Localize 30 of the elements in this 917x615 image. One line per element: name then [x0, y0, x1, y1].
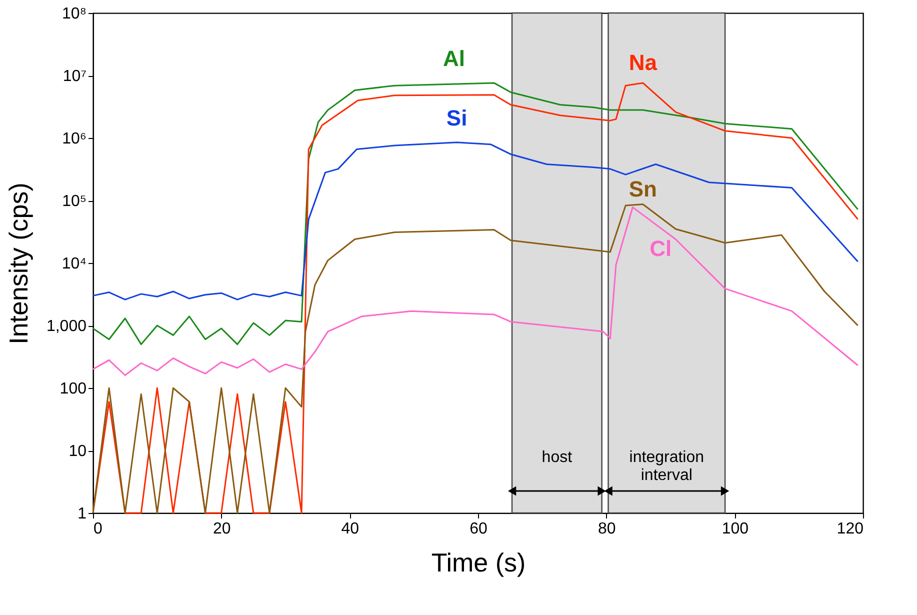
line-series	[92, 206, 859, 376]
x-tick-label: 0	[94, 520, 102, 538]
band-label: host	[542, 449, 573, 466]
y-tick-label: 10⁸	[62, 6, 86, 22]
x-tick-label: 20	[212, 520, 231, 538]
x-axis-title: Time (s)	[431, 548, 526, 578]
line-series	[92, 204, 859, 514]
series-label: Na	[628, 50, 658, 75]
line-series	[92, 82, 859, 346]
x-tick-label: 100	[722, 520, 749, 538]
y-tick-label: 1,000	[46, 318, 87, 335]
series-label: Al	[443, 46, 466, 71]
y-tick-label: 10	[68, 443, 87, 460]
x-tick-label: 40	[341, 520, 360, 538]
line-series	[92, 142, 859, 300]
band-label: integration interval	[629, 449, 704, 484]
x-tick-label: 60	[470, 520, 488, 538]
series-label: Si	[446, 105, 468, 130]
y-tick-label: 10⁷	[62, 68, 87, 85]
y-tick-label: 10⁴	[62, 256, 87, 272]
y-tick-label: 10⁶	[62, 130, 86, 148]
x-tick-label: 80	[598, 520, 616, 538]
line-series	[92, 82, 859, 514]
x-tick-label: 120	[836, 520, 864, 538]
y-tick-label: 100	[60, 380, 87, 398]
y-tick-label: 10⁵	[62, 193, 86, 210]
y-tick-label: 1	[78, 506, 87, 522]
series-label: Sn	[628, 176, 657, 202]
y-axis-title: Intensity (cps)	[3, 182, 34, 344]
series-label: Cl	[650, 236, 672, 262]
